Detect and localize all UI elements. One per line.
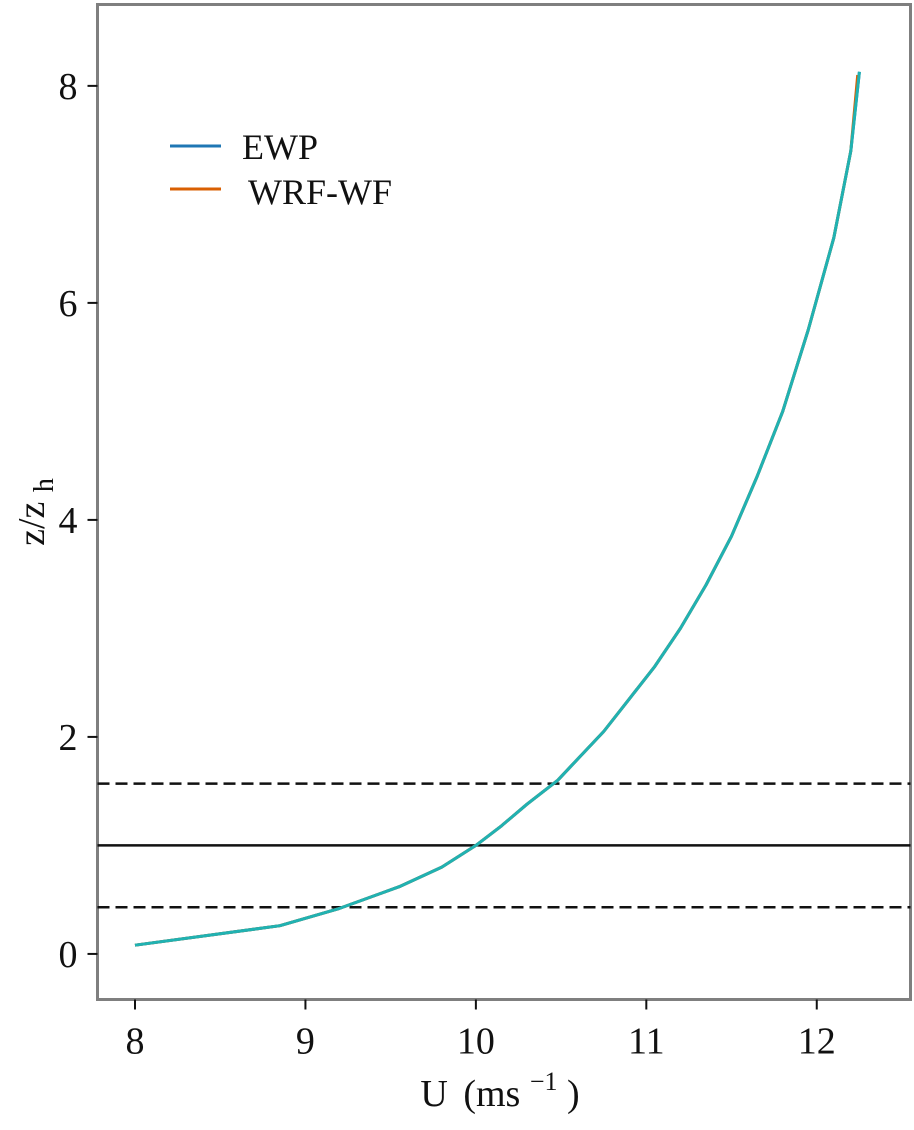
x-axis-title-unit: (ms (463, 1073, 520, 1115)
plot-frame (96, 3, 912, 1001)
x-tick-label-10: 10 (457, 1021, 495, 1063)
y-tick-label-4: 4 (59, 500, 78, 542)
series-line-wrf-wf (134, 74, 860, 947)
y-tick-label-6: 6 (59, 283, 78, 325)
y-tick-label-2: 2 (59, 717, 78, 759)
series-line-ewp (134, 71, 861, 947)
x-tick-label-8: 8 (125, 1021, 144, 1063)
legend: EWP WRF-WF (170, 127, 392, 212)
x-axis-title-var: U (420, 1073, 447, 1115)
x-axis-title-unit-close: ) (567, 1073, 580, 1115)
y-axis-title: z/z h (11, 478, 60, 546)
x-axis-title: U (ms −1 ) (420, 1057, 579, 1115)
y-axis-title-subscript: h (29, 478, 60, 492)
x-axis-ticks: 8 9 10 11 12 (125, 999, 836, 1063)
y-axis-title-var: z/z (11, 502, 53, 546)
y-tick-label-0: 0 (59, 934, 78, 976)
x-axis-title-unit-exponent: −1 (530, 1067, 558, 1096)
x-tick-label-12: 12 (798, 1021, 836, 1063)
series-line-overlay-2 (134, 71, 861, 947)
x-tick-label-11: 11 (628, 1021, 665, 1063)
y-tick-label-8: 8 (59, 66, 78, 108)
series-lines (134, 71, 861, 947)
legend-label-ewp: EWP (242, 127, 318, 167)
x-tick-label-9: 9 (296, 1021, 315, 1063)
reference-lines (97, 782, 911, 909)
y-axis-ticks: 0 2 4 6 8 (59, 66, 98, 976)
legend-label-wrf-wf: WRF-WF (248, 172, 392, 212)
